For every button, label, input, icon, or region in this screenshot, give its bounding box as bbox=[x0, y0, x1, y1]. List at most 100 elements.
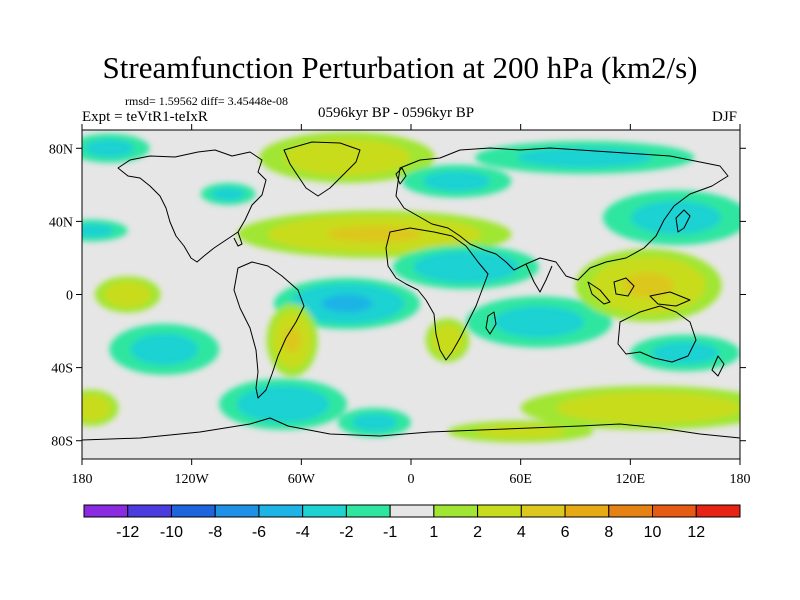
colorbar-swatch bbox=[127, 504, 172, 518]
lon-tick-label: 180 bbox=[730, 472, 751, 487]
lon-tick-label: 0 bbox=[408, 472, 415, 487]
lat-tick-label: 80N bbox=[49, 142, 73, 157]
colorbar-label: 12 bbox=[687, 524, 705, 541]
coast-africa bbox=[385, 227, 489, 361]
colorbar-swatch bbox=[214, 504, 260, 518]
contour-band bbox=[623, 272, 675, 299]
anomaly-indian-ocean bbox=[465, 296, 613, 348]
anomaly-europe bbox=[401, 164, 512, 198]
lon-tick-label: 60E bbox=[509, 472, 532, 487]
anomaly-siberia bbox=[474, 140, 695, 174]
colorbar-swatch bbox=[564, 504, 610, 518]
anomaly-east-asia-jet bbox=[602, 190, 740, 246]
coast-japan bbox=[675, 209, 691, 233]
coast-florida bbox=[233, 231, 243, 247]
colorbar-label: 8 bbox=[604, 524, 613, 541]
anomaly-south-america bbox=[266, 303, 318, 377]
coast-madagascar bbox=[485, 311, 497, 335]
colorbar-swatch bbox=[695, 504, 741, 518]
plot-title: Streamfunction Perturbation at 200 hPa (… bbox=[102, 50, 698, 85]
colorbar-swatch bbox=[302, 504, 347, 518]
anomaly-drake-passage bbox=[219, 378, 348, 430]
colorbar-swatch bbox=[389, 504, 435, 518]
colorbar-swatch bbox=[345, 504, 391, 518]
anomaly-south-pacific bbox=[109, 323, 220, 375]
anomaly-north-africa bbox=[392, 245, 539, 290]
colorbar-swatch bbox=[608, 504, 654, 518]
lat-tick-label: 80S bbox=[51, 435, 73, 450]
coast-australia bbox=[617, 305, 697, 363]
coast-new-zealand bbox=[711, 355, 725, 377]
contour-band bbox=[283, 327, 302, 353]
lat-tick-label: 0 bbox=[66, 289, 73, 304]
anomaly-maritime-continent bbox=[575, 248, 722, 322]
contour-band bbox=[351, 413, 397, 432]
lon-tick-label: 180 bbox=[72, 472, 93, 487]
coast-eurasia bbox=[395, 147, 729, 281]
contour-band bbox=[236, 385, 330, 423]
contour-band bbox=[130, 333, 198, 366]
season-label: DJF bbox=[712, 109, 738, 125]
contour-band bbox=[321, 294, 373, 313]
colorbar-swatch bbox=[520, 504, 566, 518]
coast-britain bbox=[395, 167, 407, 185]
colorbar-label: 6 bbox=[561, 524, 570, 541]
coast-south-america bbox=[233, 261, 305, 399]
colorbar-swatch bbox=[652, 504, 697, 518]
colorbar-swatch bbox=[170, 504, 216, 518]
colorbar-swatch bbox=[433, 504, 479, 518]
contour-band bbox=[84, 139, 135, 158]
colorbar-swatch bbox=[258, 504, 304, 518]
anomaly-southern-ocean-east bbox=[520, 385, 740, 430]
anomaly-australia-south bbox=[630, 334, 740, 372]
coast-india bbox=[525, 263, 553, 293]
lon-tick-label: 60W bbox=[288, 472, 316, 487]
coast-sumatra bbox=[587, 281, 611, 305]
axis-ticks: 80N 40N 0 40S 80S 180 120W 60W 0 60E 120E 180 bbox=[49, 124, 751, 487]
lon-tick-label: 120W bbox=[175, 472, 210, 487]
coast-antarctica bbox=[82, 417, 740, 441]
contour-band bbox=[82, 223, 114, 238]
contour-band bbox=[475, 424, 566, 439]
period-label: 0596kyr BP - 0596kyr BP bbox=[318, 105, 475, 121]
contour-band bbox=[413, 251, 519, 283]
contour-band bbox=[493, 306, 584, 338]
contour-band bbox=[82, 394, 111, 422]
contour-band bbox=[103, 281, 152, 308]
colorbar-label: -4 bbox=[296, 524, 310, 541]
anomaly-south-atlantic bbox=[337, 407, 412, 438]
colorbar-label: -10 bbox=[160, 524, 183, 541]
colorbar-label: -8 bbox=[208, 524, 222, 541]
coast-greenland bbox=[283, 141, 361, 197]
colorbar-label: -1 bbox=[383, 524, 397, 541]
coastlines bbox=[82, 141, 740, 441]
colorbar: -12 -10 -8 -6 -4 -2 -1 1 2 4 6 8 10 12 bbox=[83, 504, 741, 541]
anomaly-southern-ocean-west bbox=[82, 389, 119, 427]
colorbar-label: -2 bbox=[339, 524, 353, 541]
experiment-label: Expt = teVtR1-teIxR bbox=[82, 109, 208, 125]
contour-band bbox=[211, 187, 246, 201]
anomaly-north-pacific bbox=[82, 133, 150, 163]
colorbar-swatch bbox=[477, 504, 522, 518]
stats-text: rmsd= 1.59562 diff= 3.45448e-08 bbox=[125, 94, 288, 108]
anomaly-central-pacific bbox=[94, 276, 161, 313]
colorbar-label: -12 bbox=[116, 524, 139, 541]
colorbar-label: -6 bbox=[252, 524, 266, 541]
contour-band bbox=[283, 138, 411, 176]
anomaly-antarctic-coast bbox=[447, 420, 594, 443]
contour-band bbox=[422, 171, 491, 192]
colorbar-label: 10 bbox=[644, 524, 662, 541]
colorbar-label: 2 bbox=[473, 524, 482, 541]
anomaly-layer bbox=[82, 131, 740, 443]
anomaly-north-america bbox=[200, 183, 256, 205]
contour-band bbox=[556, 391, 740, 424]
colorbar-label: 1 bbox=[429, 524, 438, 541]
contour-band bbox=[651, 341, 719, 365]
anomaly-southern-africa bbox=[425, 318, 470, 363]
colorbar-swatch bbox=[83, 504, 129, 518]
anomaly-pacific-northwest bbox=[82, 219, 128, 242]
coast-new-guinea bbox=[649, 291, 691, 307]
lon-tick-label: 120E bbox=[616, 472, 646, 487]
lat-tick-label: 40N bbox=[49, 215, 73, 230]
